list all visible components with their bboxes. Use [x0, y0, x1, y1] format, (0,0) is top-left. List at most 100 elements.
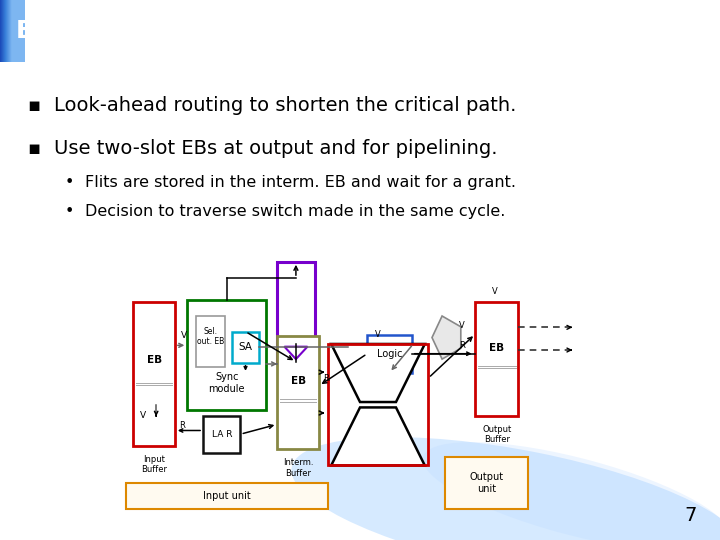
Bar [0, 62, 720, 540]
Bar [3, 0, 16, 62]
Bar [4, 0, 17, 62]
Text: V: V [459, 321, 465, 330]
Bar [1, 0, 14, 62]
Text: V: V [181, 331, 187, 340]
Text: R: R [179, 421, 185, 430]
Bar [2, 0, 16, 62]
Bar [133, 302, 175, 446]
Bar [1, 0, 14, 62]
Bar [0, 0, 14, 62]
Bar [12, 0, 25, 62]
Polygon shape [331, 344, 425, 402]
Text: SA: SA [238, 342, 253, 352]
Text: Enhanced Two-Stage Router: Enhanced Two-Stage Router [16, 19, 413, 43]
Bar [6, 0, 19, 62]
Bar [1, 0, 15, 62]
Text: V: V [140, 410, 146, 420]
Bar [232, 332, 259, 363]
Bar [203, 416, 240, 453]
Text: Logic: Logic [377, 349, 402, 359]
Bar [367, 335, 412, 373]
Text: Sel.
out. EB: Sel. out. EB [197, 327, 224, 346]
Bar [6, 0, 19, 62]
Text: EB: EB [489, 343, 505, 353]
Bar [10, 0, 24, 62]
Polygon shape [432, 316, 461, 359]
Text: Input
Buffer: Input Buffer [141, 455, 167, 474]
Bar [1, 0, 15, 62]
Text: Use two-slot EBs at output and for pipelining.: Use two-slot EBs at output and for pipel… [54, 139, 498, 158]
Text: Output
Buffer: Output Buffer [482, 425, 511, 444]
Text: R: R [459, 341, 465, 349]
Bar [5, 0, 19, 62]
Ellipse shape [292, 437, 720, 540]
Bar [9, 0, 22, 62]
Text: 7: 7 [685, 506, 697, 525]
Text: EB: EB [290, 376, 306, 386]
Bar [8, 0, 22, 62]
Bar [11, 0, 24, 62]
Text: Decision to traverse switch made in the same cycle.: Decision to traverse switch made in the … [85, 204, 505, 219]
Bar [12, 0, 25, 62]
Text: ▪: ▪ [27, 139, 40, 158]
Bar [187, 300, 266, 410]
Bar [6, 0, 19, 62]
Bar [277, 336, 319, 449]
Bar [2, 0, 15, 62]
Bar [126, 483, 328, 509]
Bar [3, 0, 17, 62]
Bar [6, 0, 19, 62]
Bar [328, 344, 428, 465]
Text: •: • [65, 204, 74, 219]
Bar [9, 0, 23, 62]
Text: V: V [492, 287, 498, 296]
Bar [4, 0, 18, 62]
Bar [10, 0, 24, 62]
Bar [9, 0, 23, 62]
Bar [7, 0, 21, 62]
Bar [3, 0, 17, 62]
Bar [10, 0, 24, 62]
Text: •: • [65, 175, 74, 190]
Bar [9, 0, 22, 62]
Bar [6, 0, 20, 62]
Bar [0, 0, 14, 62]
Bar [4, 0, 17, 62]
Bar [8, 0, 21, 62]
Bar [5, 0, 19, 62]
Text: Input unit: Input unit [203, 491, 251, 501]
Bar [475, 302, 518, 416]
Bar [6, 0, 20, 62]
Text: Look-ahead routing to shorten the critical path.: Look-ahead routing to shorten the critic… [54, 96, 516, 115]
Bar [2, 0, 16, 62]
Bar [1, 0, 14, 62]
Bar [4, 0, 17, 62]
Polygon shape [331, 407, 425, 465]
Text: V: V [375, 330, 381, 339]
Bar [3, 0, 17, 62]
Text: ▪: ▪ [27, 96, 40, 115]
Text: Output
unit: Output unit [469, 472, 503, 494]
Bar [1, 0, 14, 62]
Bar [5, 0, 18, 62]
Text: Interm.
Buffer: Interm. Buffer [283, 458, 313, 478]
Bar [277, 262, 315, 362]
Bar [4, 0, 17, 62]
Bar [4, 0, 17, 62]
Text: Flits are stored in the interm. EB and wait for a grant.: Flits are stored in the interm. EB and w… [85, 175, 516, 190]
Ellipse shape [423, 442, 720, 540]
Bar [196, 316, 225, 367]
Bar [1, 0, 14, 62]
Bar [9, 0, 22, 62]
Bar [4, 0, 18, 62]
Text: LA R: LA R [212, 430, 232, 438]
Bar [9, 0, 22, 62]
Bar [6, 0, 20, 62]
Bar [7, 0, 21, 62]
Bar [11, 0, 24, 62]
Polygon shape [284, 347, 307, 359]
Bar [9, 0, 22, 62]
Bar [12, 0, 24, 62]
Bar [8, 0, 22, 62]
Bar [10, 0, 23, 62]
